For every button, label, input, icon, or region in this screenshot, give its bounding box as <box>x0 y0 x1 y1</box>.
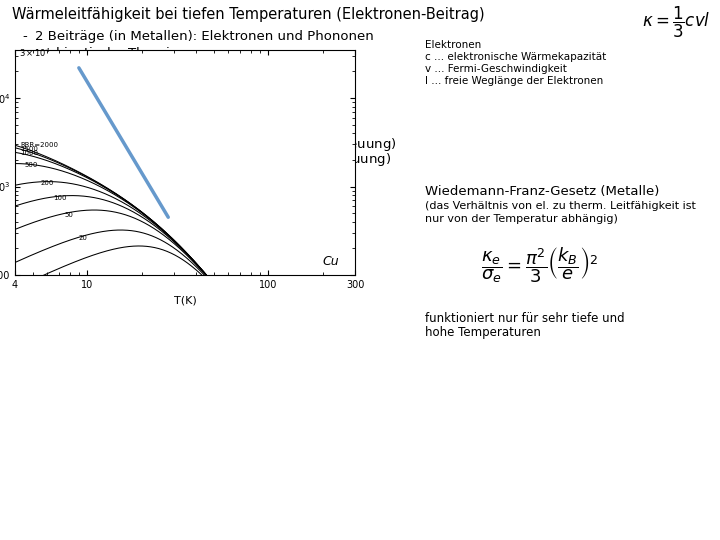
Text: elektronischer Beitrag:: elektronischer Beitrag: <box>35 62 187 75</box>
X-axis label: T(K): T(K) <box>174 295 197 306</box>
Text: 2 Beiträge (in Metallen): Elektronen und Phononen: 2 Beiträge (in Metallen): Elektronen und… <box>35 30 374 43</box>
Text: -: - <box>22 30 27 43</box>
Text: Wiedemann-Franz-Gesetz (Metalle): Wiedemann-Franz-Gesetz (Metalle) <box>425 185 660 198</box>
Text: hohe Temperaturen: hohe Temperaturen <box>425 326 541 339</box>
Text: bei hohen Temperaturen: $\tau \sim T^{-1}$ (Phononenstreuung): bei hohen Temperaturen: $\tau \sim T^{-1… <box>35 135 397 154</box>
Text: $\kappa_e = \dfrac{\pi^2 n k_B^2 T \tau}{3 m_e}$: $\kappa_e = \dfrac{\pi^2 n k_B^2 T \tau}… <box>161 80 269 126</box>
Text: l ... freie Weglänge der Elektronen: l ... freie Weglänge der Elektronen <box>425 76 603 86</box>
Text: $3\times10^4$: $3\times10^4$ <box>19 46 50 58</box>
Text: bei tiefen Temperaturen: $\tau \approx \mathit{const.}$ (Defektstreuung): bei tiefen Temperaturen: $\tau \approx \… <box>35 151 391 168</box>
Text: -: - <box>22 62 27 75</box>
Text: RRR=2000: RRR=2000 <box>21 142 59 148</box>
Text: 1000: 1000 <box>21 151 39 157</box>
Text: (das Verhältnis von el. zu therm. Leitfähigkeit ist: (das Verhältnis von el. zu therm. Leitfä… <box>425 201 696 211</box>
Text: 1500: 1500 <box>21 145 39 152</box>
Text: c ... elektronische Wärmekapazität: c ... elektronische Wärmekapazität <box>425 52 606 62</box>
Text: -: - <box>22 135 27 148</box>
Text: $\dfrac{\kappa_e}{\sigma_e} = \dfrac{\pi^2}{3}\left(\dfrac{k_B}{e}\right)^2$: $\dfrac{\kappa_e}{\sigma_e} = \dfrac{\pi… <box>481 245 599 285</box>
Text: 200: 200 <box>40 180 53 186</box>
Text: Elektronen: Elektronen <box>425 40 481 50</box>
Text: -: - <box>22 46 27 59</box>
Text: 100: 100 <box>53 195 67 201</box>
Text: 500: 500 <box>24 162 37 168</box>
Text: Wärmeleitfähigkeit bei tiefen Temperaturen (Elektronen-Beitrag): Wärmeleitfähigkeit bei tiefen Temperatur… <box>12 7 485 22</box>
Text: funktioniert nur für sehr tiefe und: funktioniert nur für sehr tiefe und <box>425 312 625 325</box>
Text: nur von der Temperatur abhängig): nur von der Temperatur abhängig) <box>425 214 618 224</box>
Text: $\kappa = \dfrac{1}{3}cvl$: $\kappa = \dfrac{1}{3}cvl$ <box>642 5 710 40</box>
Text: 50: 50 <box>65 212 73 218</box>
Text: Cu: Cu <box>323 255 339 268</box>
Text: v ... Fermi-Geschwindigkeit: v ... Fermi-Geschwindigkeit <box>425 64 567 74</box>
Text: -: - <box>22 151 27 164</box>
Text: $\rightarrow$ kinetische Theorien: $\rightarrow$ kinetische Theorien <box>35 46 186 60</box>
Text: 20: 20 <box>79 235 88 241</box>
